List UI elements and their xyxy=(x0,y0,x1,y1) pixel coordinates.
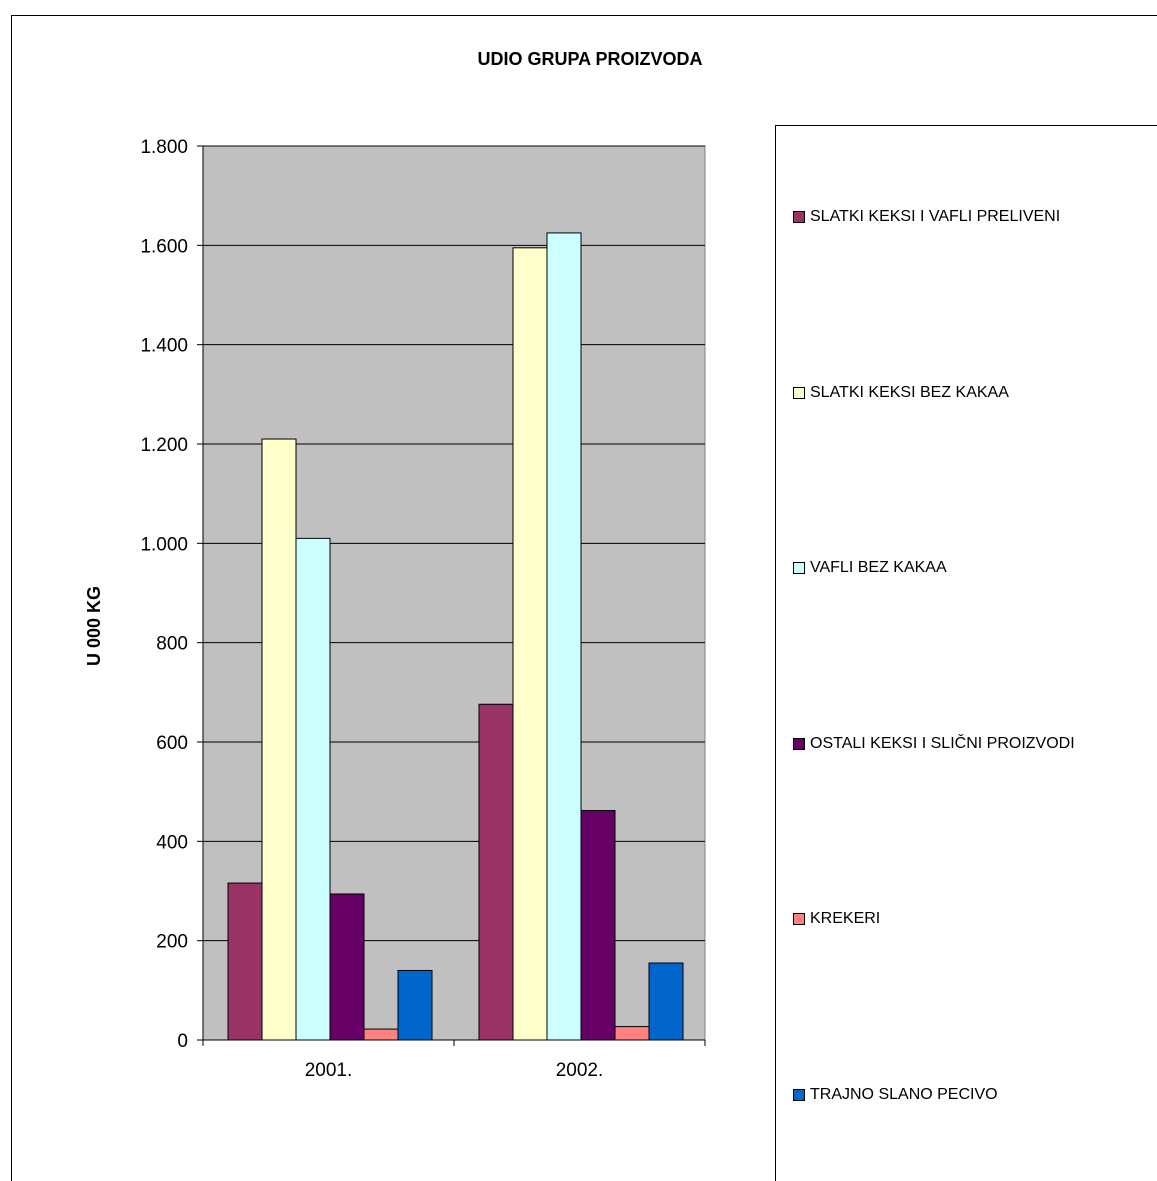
bar-5-2002 xyxy=(614,1026,650,1041)
legend-swatch xyxy=(793,211,805,223)
x-tick-label: 2001. xyxy=(305,1060,353,1081)
bar-3-2001 xyxy=(295,537,331,1041)
bar-2-2001 xyxy=(261,438,297,1041)
plot-area: 0 200 400 600 800 1.000 1.200 1.400 1.600 1.800 20… xyxy=(84,137,706,1081)
legend-label: VAFLI BEZ KAKAA xyxy=(810,559,947,576)
legend-item: VAFLI BEZ KAKAA xyxy=(793,559,947,577)
bar-4-2001 xyxy=(329,893,365,1041)
legend-label: SLATKI KEKSI I VAFLI PRELIVENI xyxy=(810,208,1061,225)
legend-swatch xyxy=(793,1089,805,1101)
y-tick-label: 1.000 xyxy=(140,534,188,555)
y-tick-label: 1.200 xyxy=(140,435,188,456)
y-tick-label: 1.600 xyxy=(140,236,188,257)
legend-label: TRAJNO SLANO PECIVO xyxy=(810,1086,998,1103)
y-tick-label: 0 xyxy=(177,1031,188,1052)
y-tick-label: 200 xyxy=(156,932,188,953)
y-tick-label: 1.400 xyxy=(140,336,188,357)
legend: SLATKI KEKSI I VAFLI PRELIVENI SLATKI KEK… xyxy=(775,125,1157,1181)
legend-swatch xyxy=(793,562,805,574)
bar-6-2002 xyxy=(648,962,684,1041)
legend-item: SLATKI KEKSI BEZ KAKAA xyxy=(793,384,1009,402)
legend-swatch xyxy=(793,913,805,925)
bar-2-2002 xyxy=(512,247,548,1041)
y-tick-label: 800 xyxy=(156,634,188,655)
x-tick-label: 2002. xyxy=(556,1060,604,1081)
legend-label: SLATKI KEKSI BEZ KAKAA xyxy=(810,384,1009,401)
legend-label: KREKERI xyxy=(810,910,881,927)
legend-item: SLATKI KEKSI I VAFLI PRELIVENI xyxy=(793,208,1060,226)
y-axis-label: U 000 KG xyxy=(84,586,104,666)
chart-title: UDIO GRUPA PROIZVODA xyxy=(477,49,703,69)
y-tick-label: 600 xyxy=(156,733,188,754)
bar-6-2001 xyxy=(397,969,433,1041)
bar-1-2001 xyxy=(227,882,263,1041)
chart-frame xyxy=(11,15,1157,1181)
legend-swatch xyxy=(793,387,805,399)
legend-item: KREKERI xyxy=(793,910,880,928)
legend-item: TRAJNO SLANO PECIVO xyxy=(793,1086,998,1104)
bar-5-2001 xyxy=(363,1028,399,1041)
bar-1-2002 xyxy=(478,703,514,1041)
y-tick-label: 1.800 xyxy=(140,137,188,158)
bar-4-2002 xyxy=(580,810,616,1041)
legend-item: OSTALI KEKSI I SLIČNI PROIZVODI xyxy=(793,735,1075,753)
legend-label: OSTALI KEKSI I SLIČNI PROIZVODI xyxy=(810,735,1075,752)
bar-3-2002 xyxy=(546,232,582,1041)
legend-swatch xyxy=(793,738,805,750)
y-tick-label: 400 xyxy=(156,832,188,853)
